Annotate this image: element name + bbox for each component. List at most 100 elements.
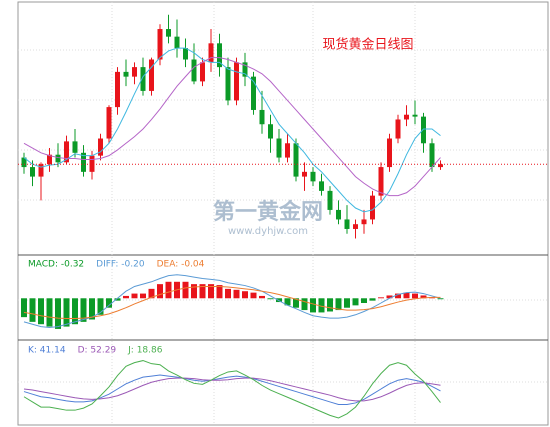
candle-body <box>47 154 52 165</box>
candle-body <box>421 116 426 144</box>
legend-entry: MACD: -0.32 <box>28 260 84 270</box>
candle-body <box>225 67 231 101</box>
macd-bar <box>335 298 342 311</box>
macd-bar <box>46 298 53 327</box>
candle-body <box>64 141 69 163</box>
macd-bar <box>378 297 384 299</box>
macd-bar <box>386 295 393 299</box>
candle-body <box>149 59 154 91</box>
macd-bar <box>361 298 367 303</box>
candle-body <box>404 114 409 120</box>
macd-bar <box>123 295 129 299</box>
macd-bar <box>72 298 78 325</box>
macd-bar <box>267 298 274 300</box>
candle-body <box>123 71 129 77</box>
candle-body <box>319 181 324 191</box>
candle-body <box>157 29 163 60</box>
macd-bar <box>369 298 376 301</box>
macd-bar <box>38 298 44 325</box>
macd-bar <box>114 298 121 301</box>
candle-body <box>285 143 290 158</box>
legend-entry: DEA: -0.04 <box>157 260 205 270</box>
macd-bar <box>97 298 104 315</box>
candle-body <box>387 138 392 168</box>
candle-body <box>217 43 222 68</box>
macd-bar <box>21 298 27 318</box>
candle-body <box>276 138 282 158</box>
macd-bar <box>148 288 155 299</box>
candle-body <box>30 167 35 177</box>
macd-bar <box>191 284 197 299</box>
candle-body <box>293 143 299 177</box>
series-line <box>23 286 441 320</box>
candle-body <box>183 48 188 60</box>
candle-body <box>438 164 443 168</box>
candle-body <box>89 155 95 172</box>
macd-bar <box>165 281 172 299</box>
macd-bar <box>293 298 299 308</box>
candle-body <box>302 171 307 177</box>
macd-bar <box>344 298 350 308</box>
macd-bar <box>182 281 189 299</box>
candle-body <box>242 62 248 77</box>
candle-body <box>268 124 273 139</box>
candle-body <box>234 62 239 101</box>
series-line <box>23 47 441 213</box>
macd-bar <box>29 298 36 322</box>
macd-bar <box>310 298 316 313</box>
candle-body <box>336 209 341 220</box>
candle-body <box>132 67 137 77</box>
macd-bar <box>301 298 308 311</box>
legend-entry: D: 52.29 <box>78 346 117 356</box>
macd-bar <box>242 291 248 299</box>
watermark: 第一黄金网 <box>213 199 323 225</box>
candle-body <box>115 71 120 108</box>
candle-body <box>429 143 435 168</box>
macd-bar <box>208 284 214 299</box>
macd-bar <box>412 293 418 299</box>
macd-bar <box>284 298 291 306</box>
macd-bar <box>131 293 138 299</box>
legend-entry: DIFF: -0.20 <box>96 260 145 270</box>
candle-body <box>106 107 112 139</box>
macd-bar <box>55 298 61 329</box>
candle-body <box>412 114 418 117</box>
candle-body <box>208 43 214 63</box>
macd-bar <box>80 298 87 322</box>
macd-bar <box>395 293 401 299</box>
candle-body <box>166 29 171 37</box>
macd-bar <box>352 298 359 306</box>
candle-body <box>361 219 367 225</box>
candle-body <box>174 36 180 49</box>
series-line <box>23 57 441 197</box>
macd-bar <box>233 289 240 299</box>
chart-title: 现货黄金日线图 <box>322 37 413 53</box>
macd-bar <box>157 284 163 299</box>
macd-bar <box>259 295 265 299</box>
series-line <box>23 374 441 405</box>
macd-bar <box>199 284 206 299</box>
macd-bar <box>420 295 427 299</box>
candle-body <box>251 76 256 110</box>
candle-body <box>98 138 103 156</box>
candle-body <box>200 62 205 82</box>
macd-bar <box>437 298 444 300</box>
macd-bar <box>63 298 70 327</box>
legend-entry: K: 41.14 <box>28 346 66 356</box>
candle-body <box>140 67 146 91</box>
macd-bar <box>327 298 333 312</box>
candle-body <box>81 152 86 172</box>
candle-body <box>353 224 358 229</box>
macd-bar <box>89 298 95 320</box>
macd-bar <box>140 293 146 299</box>
candle-body <box>72 141 78 153</box>
macd-bar <box>403 292 410 299</box>
candle-body <box>55 154 61 163</box>
series-line <box>23 360 441 419</box>
watermark-url: www.dyhjw.com <box>228 226 308 237</box>
series-line <box>23 377 441 402</box>
macd-bar <box>225 288 231 299</box>
candle-body <box>344 219 350 229</box>
legend-entry: J: 18.86 <box>127 346 163 356</box>
